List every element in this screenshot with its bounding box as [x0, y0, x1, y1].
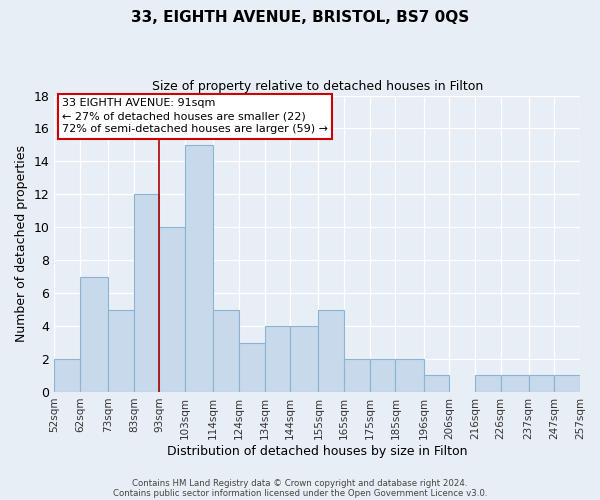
Bar: [54, 359, 80, 392]
Bar: [213, 310, 239, 392]
Bar: [160, 228, 185, 392]
Text: Contains public sector information licensed under the Open Government Licence v3: Contains public sector information licen…: [113, 488, 487, 498]
Bar: [290, 326, 319, 392]
Bar: [424, 376, 449, 392]
Bar: [395, 359, 424, 392]
Bar: [319, 310, 344, 392]
Bar: [108, 310, 134, 392]
Y-axis label: Number of detached properties: Number of detached properties: [15, 146, 28, 342]
Bar: [185, 145, 213, 392]
Bar: [265, 326, 290, 392]
Bar: [134, 194, 160, 392]
Text: 33, EIGHTH AVENUE, BRISTOL, BS7 0QS: 33, EIGHTH AVENUE, BRISTOL, BS7 0QS: [131, 10, 469, 25]
X-axis label: Distribution of detached houses by size in Filton: Distribution of detached houses by size …: [167, 444, 467, 458]
Text: 33 EIGHTH AVENUE: 91sqm
← 27% of detached houses are smaller (22)
72% of semi-de: 33 EIGHTH AVENUE: 91sqm ← 27% of detache…: [62, 98, 328, 134]
Title: Size of property relative to detached houses in Filton: Size of property relative to detached ho…: [152, 80, 483, 93]
Bar: [500, 376, 529, 392]
Bar: [80, 276, 108, 392]
Bar: [370, 359, 395, 392]
Bar: [344, 359, 370, 392]
Bar: [475, 376, 500, 392]
Bar: [554, 376, 580, 392]
Bar: [239, 342, 265, 392]
Bar: [529, 376, 554, 392]
Text: Contains HM Land Registry data © Crown copyright and database right 2024.: Contains HM Land Registry data © Crown c…: [132, 478, 468, 488]
